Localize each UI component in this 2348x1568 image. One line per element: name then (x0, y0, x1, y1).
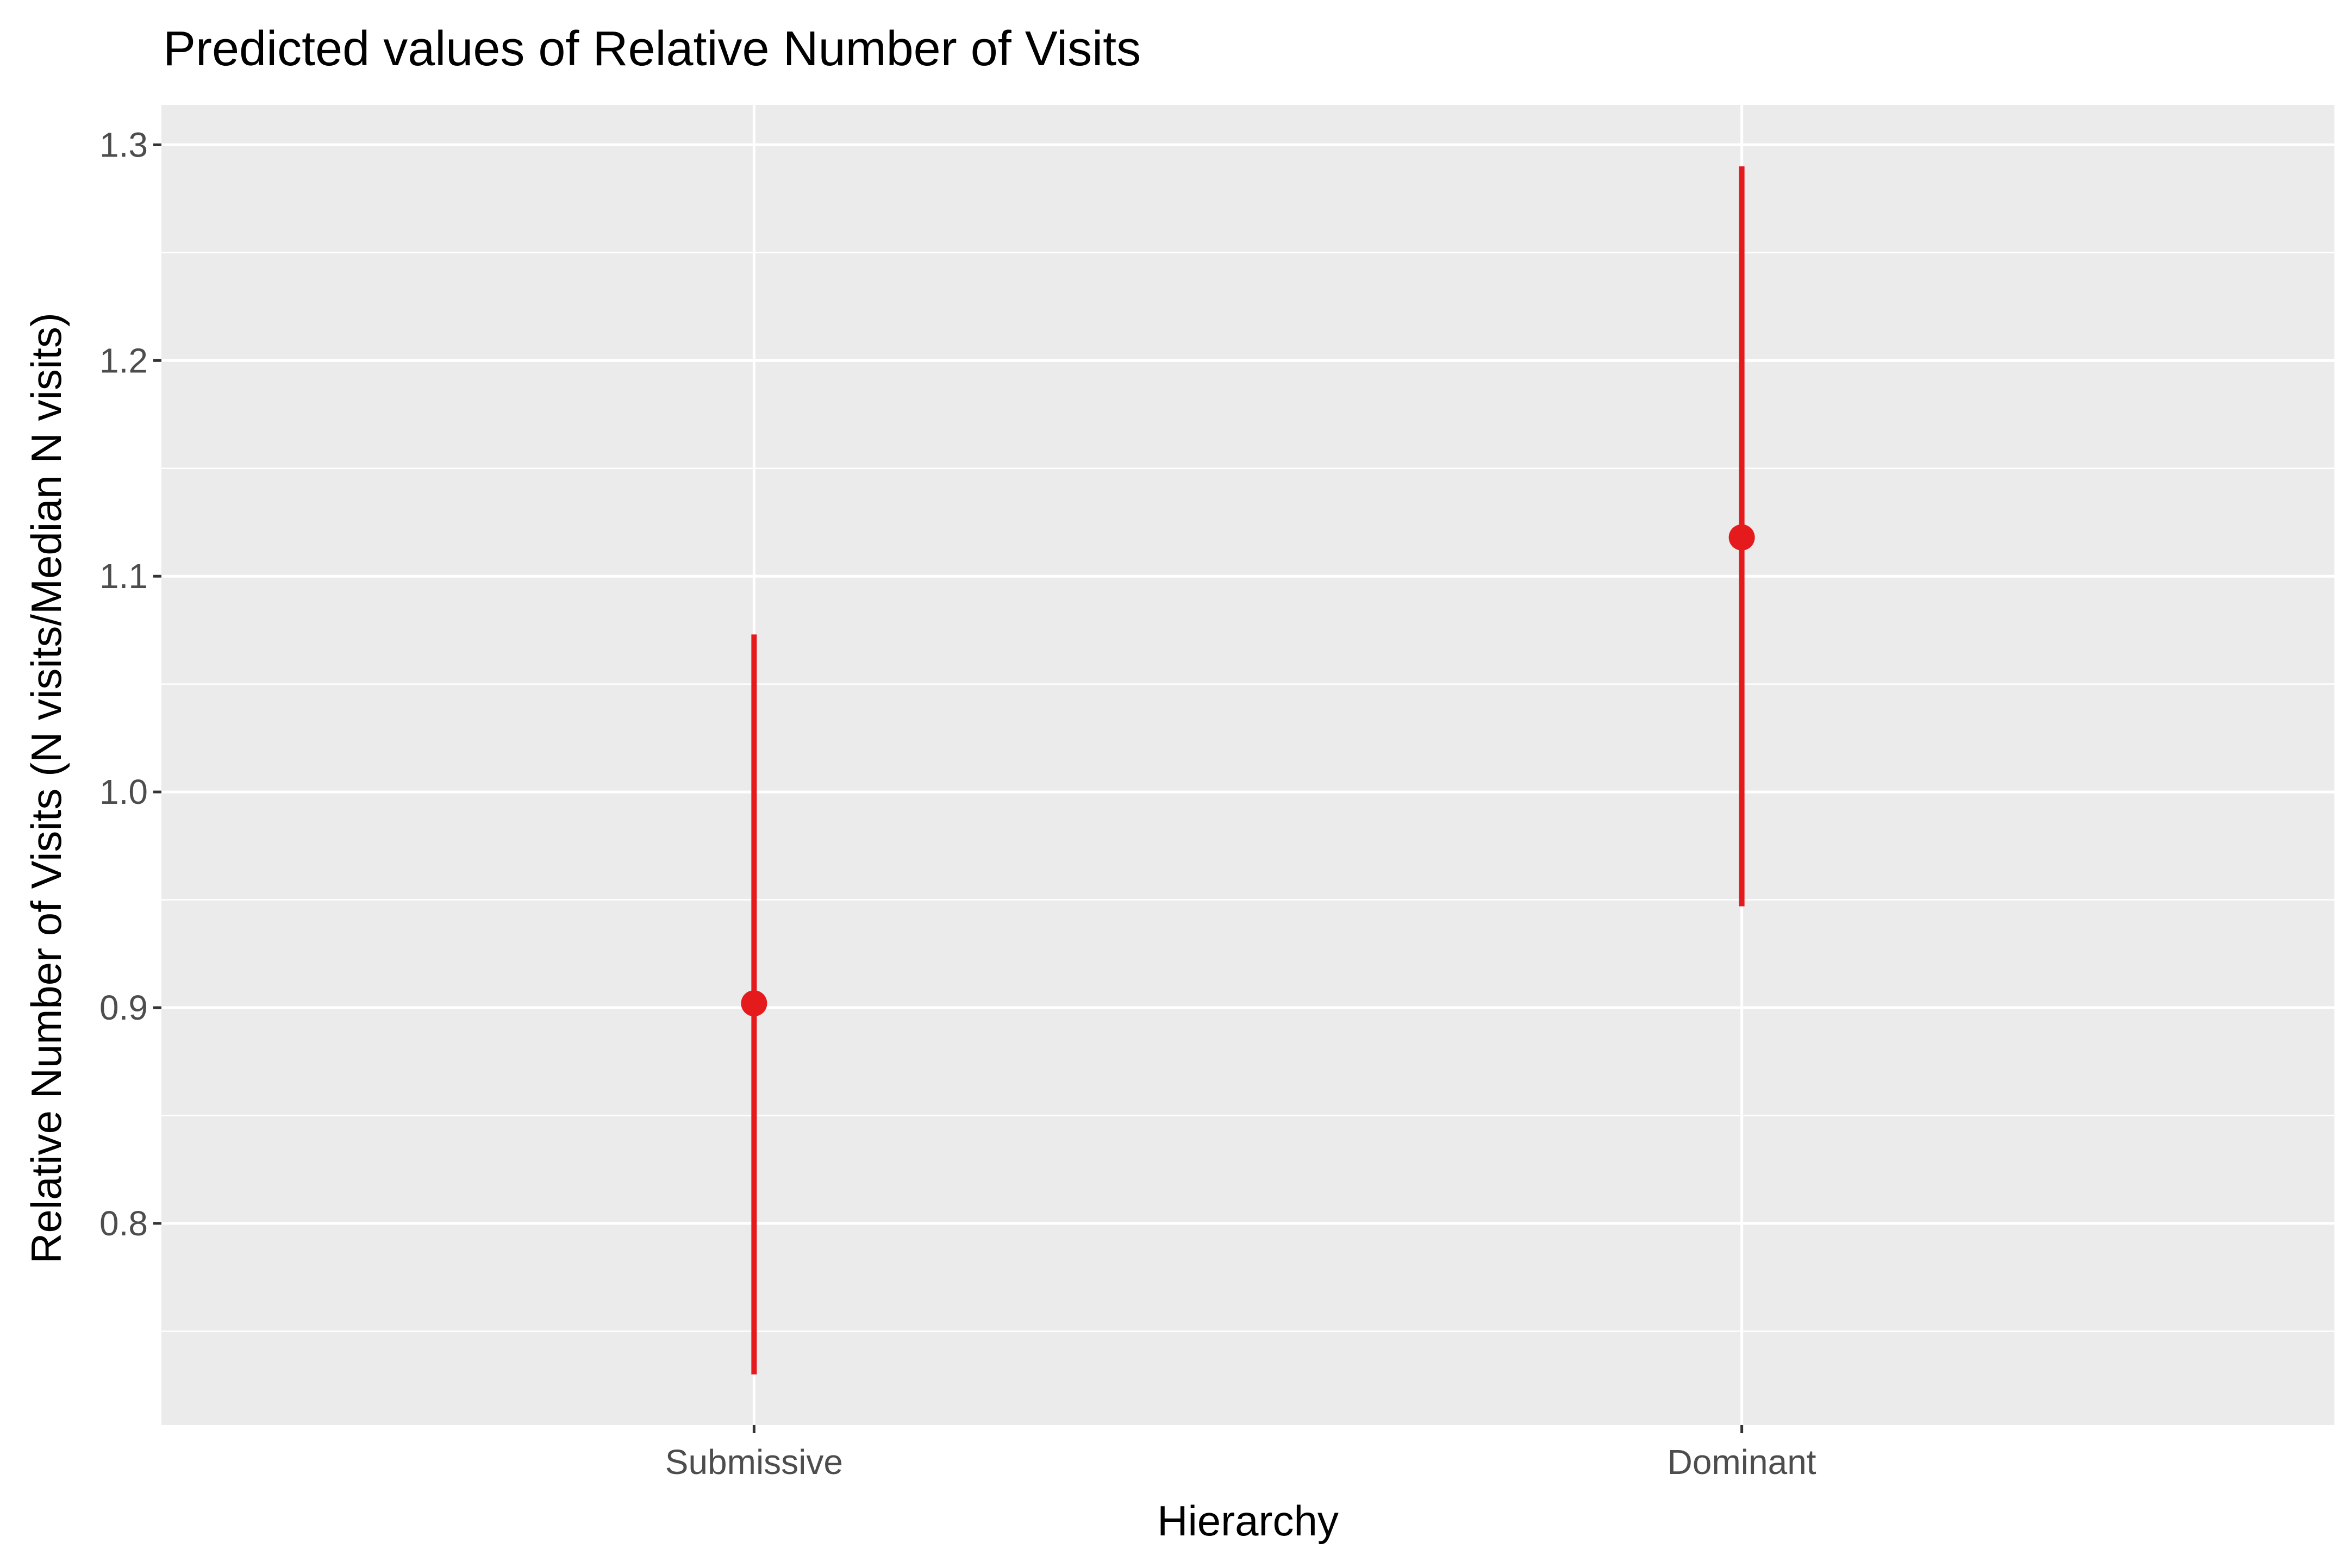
data-point (741, 990, 767, 1017)
y-tick-label: 1.2 (99, 341, 148, 380)
x-tick-label: Dominant (1668, 1442, 1816, 1482)
y-tick-label: 1.3 (99, 125, 148, 164)
y-axis: 0.8 0.9 1.0 1.1 1.2 1.3 (99, 125, 161, 1243)
chart-title: Predicted values of Relative Number of V… (163, 22, 1141, 76)
y-tick-label: 0.8 (99, 1204, 148, 1243)
data-marks (741, 166, 1755, 1375)
y-axis-title: Relative Number of Visits (N visits/Medi… (22, 313, 70, 1264)
plot-panel (161, 105, 2334, 1425)
y-tick-label: 1.1 (99, 557, 148, 596)
data-point (1728, 524, 1755, 551)
x-axis-title: Hierarchy (1157, 1497, 1339, 1545)
x-tick-label: Submissive (665, 1442, 843, 1482)
y-tick-label: 0.9 (99, 988, 148, 1027)
y-tick-label: 1.0 (99, 772, 148, 811)
grid-minor (161, 252, 2334, 1332)
x-axis: Submissive Dominant (665, 1425, 1816, 1482)
